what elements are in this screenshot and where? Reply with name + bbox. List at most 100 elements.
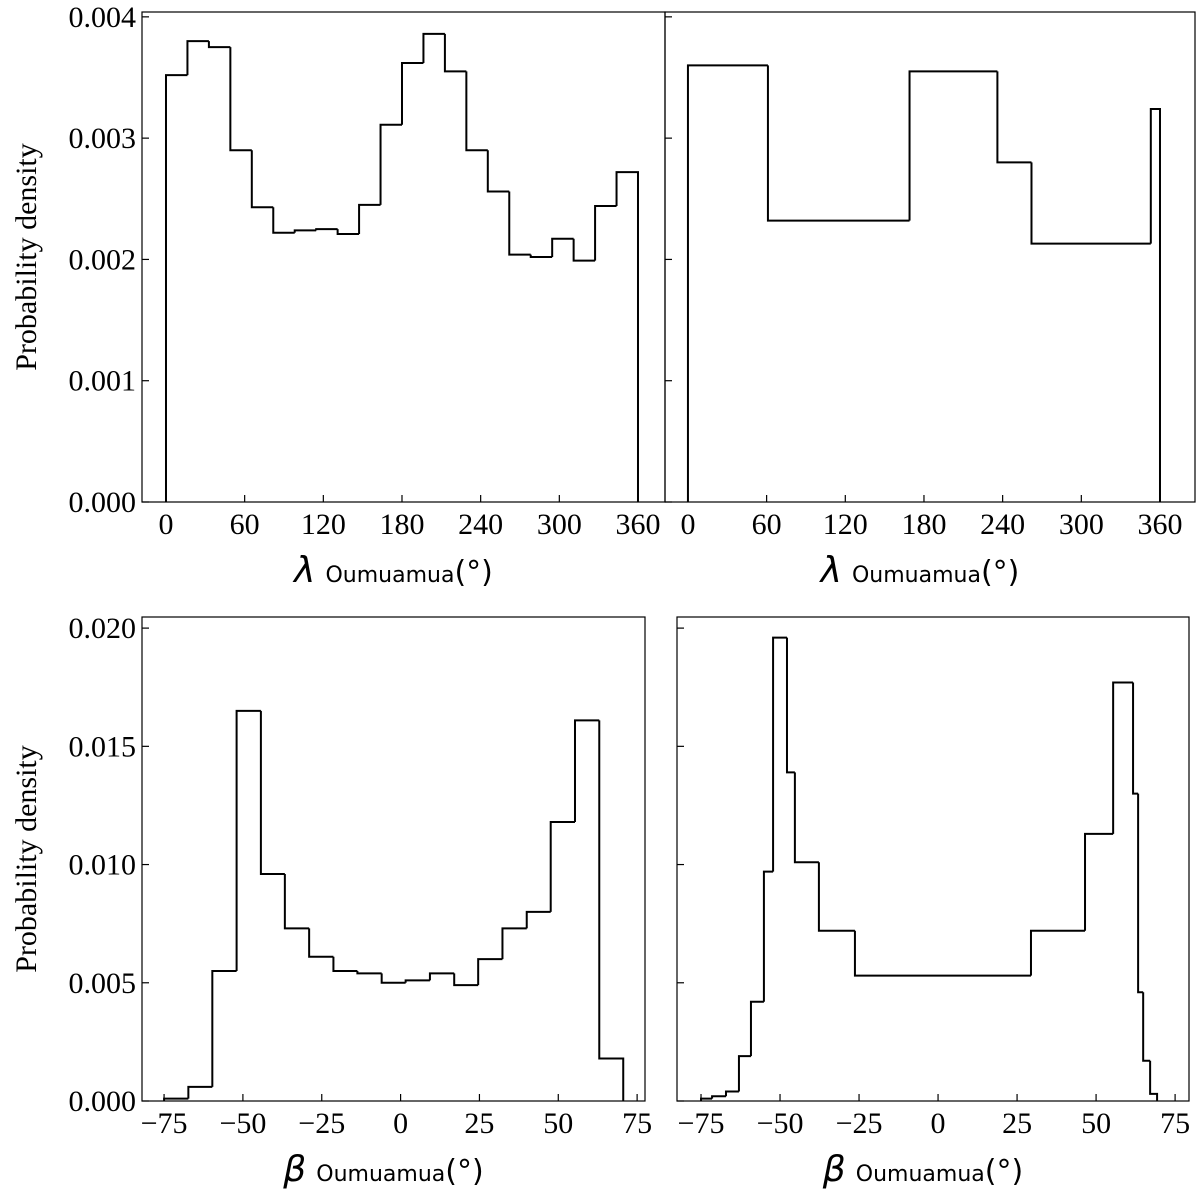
histogram-step (187, 1085, 213, 1099)
histogram-step (615, 171, 639, 502)
histogram-step (766, 65, 910, 222)
histogram-step (1030, 162, 1151, 245)
axes-frame (676, 616, 1190, 1102)
histogram-step (1029, 929, 1086, 976)
histogram-step (817, 862, 855, 932)
x-label-subscript: Oumuamua (856, 1162, 985, 1187)
x-tick-label: 60 (230, 508, 260, 541)
histogram-step (486, 150, 510, 193)
x-tick-label: −25 (836, 1107, 883, 1140)
y-tick-label: 0.004 (69, 1, 137, 34)
histogram-step (356, 970, 382, 975)
histogram-step (598, 720, 625, 1101)
y-tick-label: 0.000 (69, 486, 137, 519)
x-tick-label: 120 (301, 508, 346, 541)
y-tick-label: 0.010 (69, 849, 137, 882)
x-tick-label: 240 (458, 508, 503, 541)
histogram-step (272, 207, 295, 234)
histogram-step (1132, 682, 1139, 795)
histogram-step (686, 64, 768, 502)
x-tick-label: −50 (757, 1107, 804, 1140)
histogram-step (594, 205, 617, 261)
histogram-step (1137, 793, 1144, 994)
x-tick-label: −50 (219, 1107, 266, 1140)
x-tick-label: 300 (1059, 508, 1104, 541)
x-axis-label: λ Oumuamua(°) (292, 550, 493, 591)
histogram-step (573, 719, 600, 822)
x-tick-label: −75 (678, 1107, 725, 1140)
histogram-step (465, 71, 488, 152)
histogram-step (332, 956, 358, 972)
histogram-step (207, 41, 231, 49)
histogram-step (250, 150, 274, 209)
y-tick-label: 0.002 (69, 243, 137, 276)
histogram-step (163, 1097, 189, 1101)
x-tick-label: 50 (543, 1107, 573, 1140)
x-tick-label: 360 (1137, 508, 1182, 541)
x-tick-label: 360 (615, 508, 660, 541)
histogram-step (315, 228, 338, 231)
x-tick-label: 0 (393, 1107, 408, 1140)
x-tick-label: 25 (1002, 1107, 1032, 1140)
histogram-step (1084, 832, 1114, 931)
histogram-step (336, 229, 360, 235)
histogram-step (908, 70, 998, 221)
histogram-step (996, 71, 1032, 164)
x-tick-label: 180 (379, 508, 424, 541)
histogram-step (400, 61, 424, 125)
histogram-step (1149, 1060, 1159, 1101)
x-label-unit: (°) (454, 555, 492, 590)
histogram-step (380, 973, 406, 984)
x-label-unit: (°) (981, 555, 1019, 590)
histogram-step (700, 1097, 713, 1101)
histogram-step (259, 710, 285, 876)
histogram-step (793, 772, 819, 864)
x-tick-label: −25 (298, 1107, 345, 1140)
histogram-step (211, 969, 237, 1087)
y-tick-label: 0.001 (69, 365, 137, 398)
histogram-step (477, 958, 503, 986)
histogram-step (529, 254, 553, 258)
x-tick-label: −75 (141, 1107, 188, 1140)
axes-frame (141, 616, 646, 1102)
histogram-step (525, 910, 551, 929)
y-axis-label: Probability density (10, 745, 43, 973)
x-axis-label: β Oumuamua(°) (822, 1149, 1023, 1190)
histogram-step (422, 32, 445, 63)
y-axis-label: Probability density (10, 143, 43, 371)
x-label-symbol: β (282, 1149, 306, 1190)
histogram-step (508, 191, 531, 256)
x-label-subscript: Oumuamua (325, 563, 454, 588)
axes-frame (141, 11, 666, 503)
histogram-step (283, 874, 310, 930)
histogram-step (853, 930, 1031, 977)
histogram-step (308, 928, 334, 958)
histogram-step (164, 74, 188, 502)
x-label-unit: (°) (985, 1154, 1023, 1189)
histogram-step (358, 203, 381, 234)
histogram-step (293, 229, 317, 233)
y-tick-label: 0.015 (69, 730, 137, 763)
histogram-step (785, 637, 795, 774)
y-tick-label: 0.020 (69, 612, 137, 645)
histogram-step (235, 709, 261, 971)
x-tick-label: 180 (901, 508, 946, 541)
x-tick-label: 0 (680, 508, 695, 541)
histogram-step (501, 927, 527, 960)
histogram-step (737, 1055, 751, 1092)
histogram-step (453, 973, 479, 987)
y-tick-label: 0.000 (69, 1085, 137, 1118)
x-tick-label: 300 (537, 508, 582, 541)
axes-frame (664, 11, 1196, 503)
histogram-step (772, 636, 787, 872)
histogram-step (1142, 992, 1151, 1062)
x-axis-label: λ Oumuamua(°) (819, 550, 1020, 591)
histogram-step (443, 33, 467, 73)
histogram-step (1112, 681, 1134, 834)
x-label-symbol: λ (292, 550, 315, 591)
histogram-step (186, 40, 209, 76)
x-label-symbol: λ (819, 550, 842, 591)
histogram-step (749, 1000, 764, 1057)
histogram-step (549, 820, 575, 912)
